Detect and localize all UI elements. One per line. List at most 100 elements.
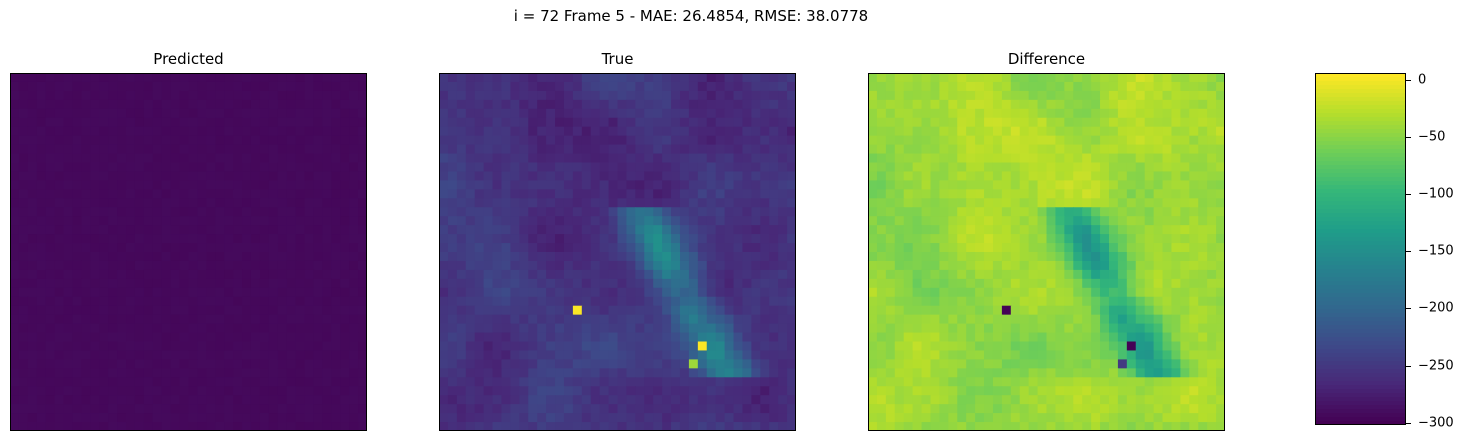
heatmap-cell	[143, 350, 154, 360]
heatmap-cell	[697, 269, 708, 280]
heatmap-cell	[1037, 323, 1048, 334]
heatmap-cell	[1019, 422, 1030, 431]
heatmap-cell	[117, 81, 127, 92]
heatmap-cell	[1037, 189, 1048, 199]
heatmap-cell	[715, 413, 726, 423]
heatmap-cell	[304, 377, 315, 387]
heatmap-cell	[510, 269, 520, 280]
heatmap-cell	[635, 386, 645, 396]
heatmap-cell	[1108, 117, 1119, 128]
heatmap-cell	[769, 73, 779, 83]
heatmap-cell	[456, 234, 467, 244]
heatmap-cell	[286, 413, 297, 423]
heatmap-cell	[1153, 252, 1164, 262]
heatmap-cell	[1180, 90, 1190, 101]
heatmap-cell	[10, 252, 20, 262]
heatmap-cell	[688, 189, 699, 199]
heatmap-cell	[1064, 278, 1074, 289]
heatmap-cell	[688, 404, 699, 414]
colorbar-segment	[1315, 149, 1406, 154]
heatmap-cell	[519, 359, 529, 369]
heatmap-cell	[921, 296, 932, 307]
heatmap-cell	[912, 252, 923, 262]
heatmap-cell	[27, 144, 38, 155]
heatmap-cell	[1055, 305, 1065, 316]
heatmap-cell	[528, 171, 538, 181]
heatmap-cell	[313, 368, 323, 378]
heatmap-cell	[197, 296, 207, 307]
heatmap-cell	[733, 180, 744, 190]
heatmap-cell	[501, 153, 512, 164]
heatmap-cell	[242, 180, 252, 190]
heatmap-cell	[501, 180, 512, 190]
heatmap-cell	[259, 81, 270, 92]
heatmap-cell	[1100, 126, 1110, 137]
heatmap-cell	[81, 90, 91, 101]
heatmap-cell	[679, 350, 690, 360]
colorbar-segment	[1315, 153, 1406, 158]
heatmap-cell	[439, 332, 449, 343]
heatmap-cell	[1001, 108, 1012, 119]
heatmap-cell	[250, 99, 261, 110]
heatmap-cell	[501, 341, 512, 352]
heatmap-cell	[1019, 269, 1030, 280]
heatmap-cell	[492, 171, 503, 181]
heatmap-cell	[724, 198, 735, 208]
heatmap-cell	[63, 135, 74, 146]
heatmap-cell	[215, 314, 225, 325]
heatmap-cell	[72, 377, 83, 387]
heatmap-cell	[528, 135, 538, 146]
heatmap-cell	[268, 81, 279, 92]
heatmap-cell	[483, 243, 494, 253]
heatmap-cell	[653, 278, 663, 289]
heatmap-cell	[697, 377, 708, 387]
heatmap-cell	[465, 368, 476, 378]
heatmap-cell	[188, 269, 199, 280]
heatmap-cell	[72, 225, 83, 235]
heatmap-cell	[1117, 90, 1128, 101]
heatmap-cell	[653, 180, 663, 190]
heatmap-cell	[1207, 260, 1217, 271]
heatmap-cell	[152, 332, 163, 343]
heatmap-cell	[72, 305, 83, 316]
heatmap-cell	[250, 207, 261, 217]
heatmap-cell	[1207, 278, 1217, 289]
heatmap-cell	[635, 404, 645, 414]
heatmap-cell	[1055, 359, 1065, 369]
heatmap-cell	[760, 81, 770, 92]
heatmap-cell	[134, 216, 145, 226]
heatmap-cell	[1055, 234, 1065, 244]
heatmap-cell	[912, 350, 923, 360]
heatmap-cell	[671, 126, 681, 137]
heatmap-cell	[286, 305, 297, 316]
heatmap-cell	[501, 108, 512, 119]
heatmap-cell	[653, 260, 663, 271]
heatmap-cell	[322, 386, 332, 396]
heatmap-cell	[1144, 243, 1155, 253]
heatmap-cell	[1189, 81, 1199, 92]
heatmap-cell	[170, 81, 181, 92]
heatmap-cell	[1153, 386, 1164, 396]
heatmap-cell	[206, 99, 216, 110]
heatmap-cell	[179, 234, 190, 244]
heatmap-cell	[876, 162, 887, 173]
heatmap-cell	[751, 296, 761, 307]
heatmap-cell	[644, 189, 654, 199]
heatmap-cell	[1037, 216, 1048, 226]
heatmap-cell	[563, 216, 574, 226]
heatmap-cell	[81, 252, 91, 262]
heatmap-cell	[1189, 377, 1199, 387]
heatmap-cell	[45, 153, 56, 164]
heatmap-cell	[188, 332, 199, 343]
heatmap-cell	[706, 341, 717, 352]
heatmap-cell	[966, 278, 976, 289]
heatmap-cell	[250, 368, 261, 378]
heatmap-cell	[617, 252, 628, 262]
heatmap-cell	[572, 99, 583, 110]
heatmap-cell	[966, 377, 976, 387]
heatmap-cell	[492, 81, 503, 92]
heatmap-cell	[975, 350, 985, 360]
heatmap-cell	[868, 252, 878, 262]
heatmap-cell	[679, 126, 690, 137]
heatmap-cell	[653, 305, 663, 316]
